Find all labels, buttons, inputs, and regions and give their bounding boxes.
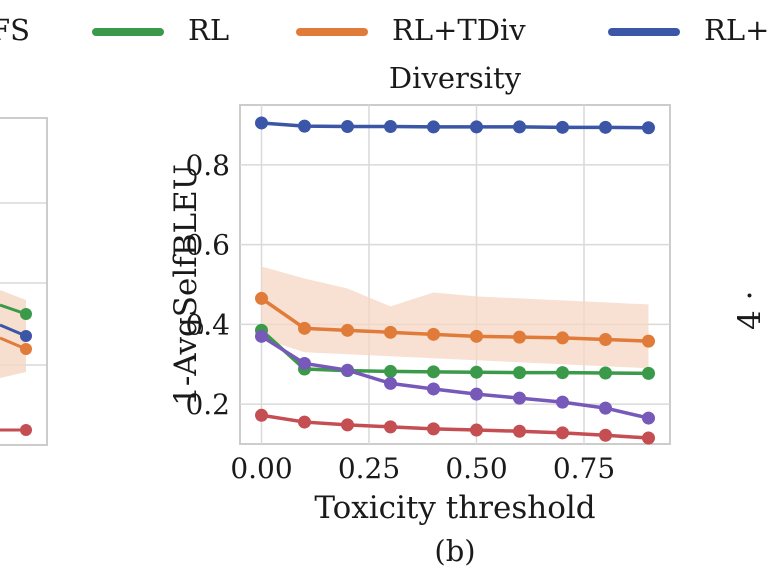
data-point-0-9 (642, 121, 655, 135)
data-point-0-7 (556, 120, 569, 134)
data-point-0-5 (470, 120, 483, 134)
data-point-2-8 (599, 366, 612, 380)
y-axis-label: 1-AvgSelfBLEU (168, 164, 204, 406)
left-point-fs (20, 424, 32, 436)
data-point-3-0 (255, 329, 268, 343)
x-axis-label: Toxicity threshold (314, 490, 595, 526)
chart-title: Diversity (389, 61, 522, 95)
data-point-0-2 (341, 120, 354, 134)
left-point-rl (20, 308, 32, 320)
left-point-rl-plus (20, 330, 32, 342)
data-point-1-0 (255, 291, 268, 305)
data-point-3-7 (556, 395, 569, 409)
legend-label-rl: RL (188, 13, 229, 47)
data-point-1-1 (298, 321, 311, 335)
y-tick-label: 0.4 (185, 308, 230, 341)
x-tick-label: 0.50 (445, 452, 507, 485)
data-point-4-8 (599, 428, 612, 442)
data-point-1-3 (384, 325, 397, 339)
data-point-1-5 (470, 329, 483, 343)
y-tick-label: 0.2 (185, 388, 230, 421)
data-point-1-8 (599, 333, 612, 347)
data-point-4-1 (298, 415, 311, 429)
data-point-1-6 (513, 330, 526, 344)
legend: FS RL RL+TDiv RL+ (0, 13, 768, 47)
data-point-0-0 (255, 116, 268, 130)
data-point-0-1 (298, 119, 311, 133)
series-line-3 (260, 334, 649, 420)
data-point-4-9 (642, 431, 655, 445)
data-point-2-6 (513, 366, 526, 380)
data-point-4-2 (341, 418, 354, 432)
data-point-0-6 (513, 120, 526, 134)
left-panel-partial (0, 117, 48, 446)
data-point-1-4 (427, 327, 440, 341)
x-tick-label: 0.75 (553, 452, 615, 485)
data-point-2-4 (427, 365, 440, 379)
data-point-2-3 (384, 364, 397, 378)
plot-frame (239, 104, 671, 445)
data-point-3-3 (384, 376, 397, 390)
x-tick-label: 0.25 (338, 452, 400, 485)
data-point-3-5 (470, 387, 483, 401)
data-point-4-7 (556, 426, 569, 440)
series-line-4 (261, 413, 649, 440)
x-tick-label: 0.00 (230, 452, 292, 485)
left-plot-frame (0, 117, 48, 446)
legend-label-fs: FS (0, 13, 30, 47)
data-point-4-5 (470, 423, 483, 437)
right-panel-partial-label: 4 · (732, 291, 768, 330)
series-line-2 (260, 329, 649, 376)
data-point-0-3 (384, 120, 397, 134)
data-point-3-6 (513, 391, 526, 405)
data-point-1-9 (642, 334, 655, 348)
legend-label-rl-plus: RL+ (704, 13, 768, 47)
data-point-4-3 (384, 420, 397, 434)
data-point-0-8 (599, 120, 612, 134)
confidence-band-1 (261, 266, 649, 369)
data-point-4-6 (513, 424, 526, 438)
series-line-0 (261, 121, 649, 130)
data-point-2-9 (642, 366, 655, 380)
data-point-3-8 (599, 401, 612, 415)
y-tick-label: 0.8 (185, 149, 230, 182)
data-point-3-4 (427, 382, 440, 396)
data-point-3-2 (341, 363, 354, 377)
data-point-0-4 (427, 120, 440, 134)
data-point-1-7 (556, 331, 569, 345)
series-line-1 (260, 296, 649, 343)
y-tick-label: 0.6 (185, 229, 230, 262)
data-point-2-5 (470, 365, 483, 379)
data-point-3-9 (642, 411, 655, 425)
legend-label-rl-tdiv: RL+TDiv (392, 13, 526, 47)
data-point-4-4 (427, 422, 440, 436)
data-point-2-7 (556, 366, 569, 380)
data-point-4-0 (255, 408, 268, 422)
data-point-1-2 (341, 323, 354, 337)
data-point-3-1 (298, 356, 311, 370)
left-point-rl-tdiv (20, 343, 32, 355)
panel-caption: (b) (434, 534, 475, 568)
